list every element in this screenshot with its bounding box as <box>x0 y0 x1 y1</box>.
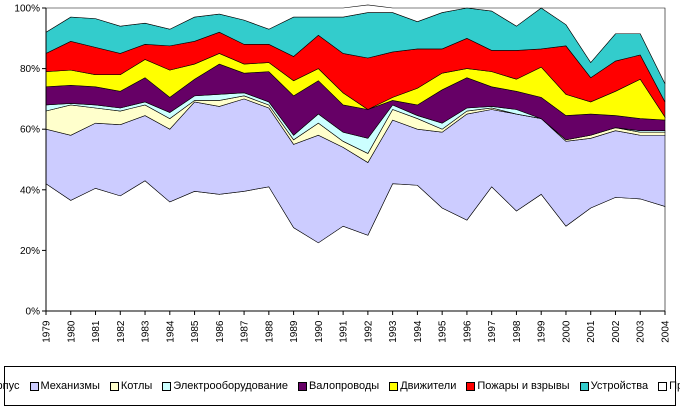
y-tick-label: 100% <box>14 4 40 15</box>
chart-legend: Корпус Механизмы Котлы Электрооборудование В… <box>0 366 680 406</box>
legend-item: Пожары и взрывы <box>466 380 570 392</box>
x-tick-label: 1998 <box>512 320 523 343</box>
legend-swatch <box>579 381 589 391</box>
y-tick-label: 20% <box>20 246 40 257</box>
x-tick-label: 1990 <box>314 320 325 343</box>
x-tick-label: 1985 <box>190 320 201 343</box>
x-tick-label: 1980 <box>66 320 77 343</box>
x-tick-label: 1996 <box>462 320 473 343</box>
legend-label: Движители <box>400 380 457 392</box>
legend-swatch <box>297 381 307 391</box>
legend-item: Корпус <box>0 380 20 392</box>
series-area-8 <box>45 4 666 84</box>
legend-swatch <box>162 381 172 391</box>
legend-label: Устройства <box>590 380 649 392</box>
legend-label: Котлы <box>120 380 153 392</box>
legend-item: Движители <box>389 380 456 392</box>
legend-swatch <box>466 381 476 391</box>
legend-swatch <box>109 381 119 391</box>
x-tick-label: 1992 <box>363 320 374 343</box>
x-tick-label: 1993 <box>388 320 399 343</box>
x-tick-label: 1995 <box>438 320 449 343</box>
legend-item: Валопроводы <box>297 380 380 392</box>
x-tick-label: 1983 <box>141 320 152 343</box>
x-tick-label: 1999 <box>537 320 548 343</box>
x-tick-label: 2001 <box>586 320 597 343</box>
x-tick-label: 1984 <box>165 320 176 343</box>
x-tick-label: 1982 <box>116 320 127 343</box>
x-tick-label: 2002 <box>611 320 622 343</box>
x-tick-label: 1989 <box>289 320 300 343</box>
legend-label: Корпус <box>0 380 20 392</box>
legend-item: Котлы <box>109 380 153 392</box>
legend-label: Прочее <box>669 380 680 392</box>
legend-swatch <box>389 381 399 391</box>
x-tick-label: 1987 <box>240 320 251 343</box>
legend-label: Механизмы <box>40 380 100 392</box>
y-tick-label: 0% <box>26 307 41 318</box>
legend-swatch <box>658 381 668 391</box>
x-tick-label: 2003 <box>636 320 647 343</box>
legend-label: Электрооборудование <box>173 380 288 392</box>
legend-item: Прочее <box>658 380 680 392</box>
y-tick-label: 80% <box>20 64 40 75</box>
legend-label: Валопроводы <box>308 380 380 392</box>
legend-label: Пожары и взрывы <box>477 380 570 392</box>
x-tick-label: 1994 <box>413 320 424 343</box>
x-tick-label: 1991 <box>339 320 350 343</box>
stacked-area-chart: 0% 20% 40% 60% 80% 100% 1979 1980 1981 1982 1983 19… <box>14 4 672 343</box>
legend-swatch <box>29 381 39 391</box>
x-tick-label: 2004 <box>661 320 672 343</box>
legend-item: Механизмы <box>29 380 100 392</box>
x-tick-label: 1981 <box>91 320 102 343</box>
legend-item: Электрооборудование <box>162 380 288 392</box>
y-tick-label: 60% <box>20 125 40 136</box>
x-tick-label: 1988 <box>264 320 275 343</box>
x-tick-label: 1986 <box>215 320 226 343</box>
x-tick-label: 1997 <box>487 320 498 343</box>
y-tick-label: 40% <box>20 185 40 196</box>
legend-item: Устройства <box>579 380 649 392</box>
x-tick-label: 2000 <box>561 320 572 343</box>
x-tick-label: 1979 <box>42 320 53 343</box>
